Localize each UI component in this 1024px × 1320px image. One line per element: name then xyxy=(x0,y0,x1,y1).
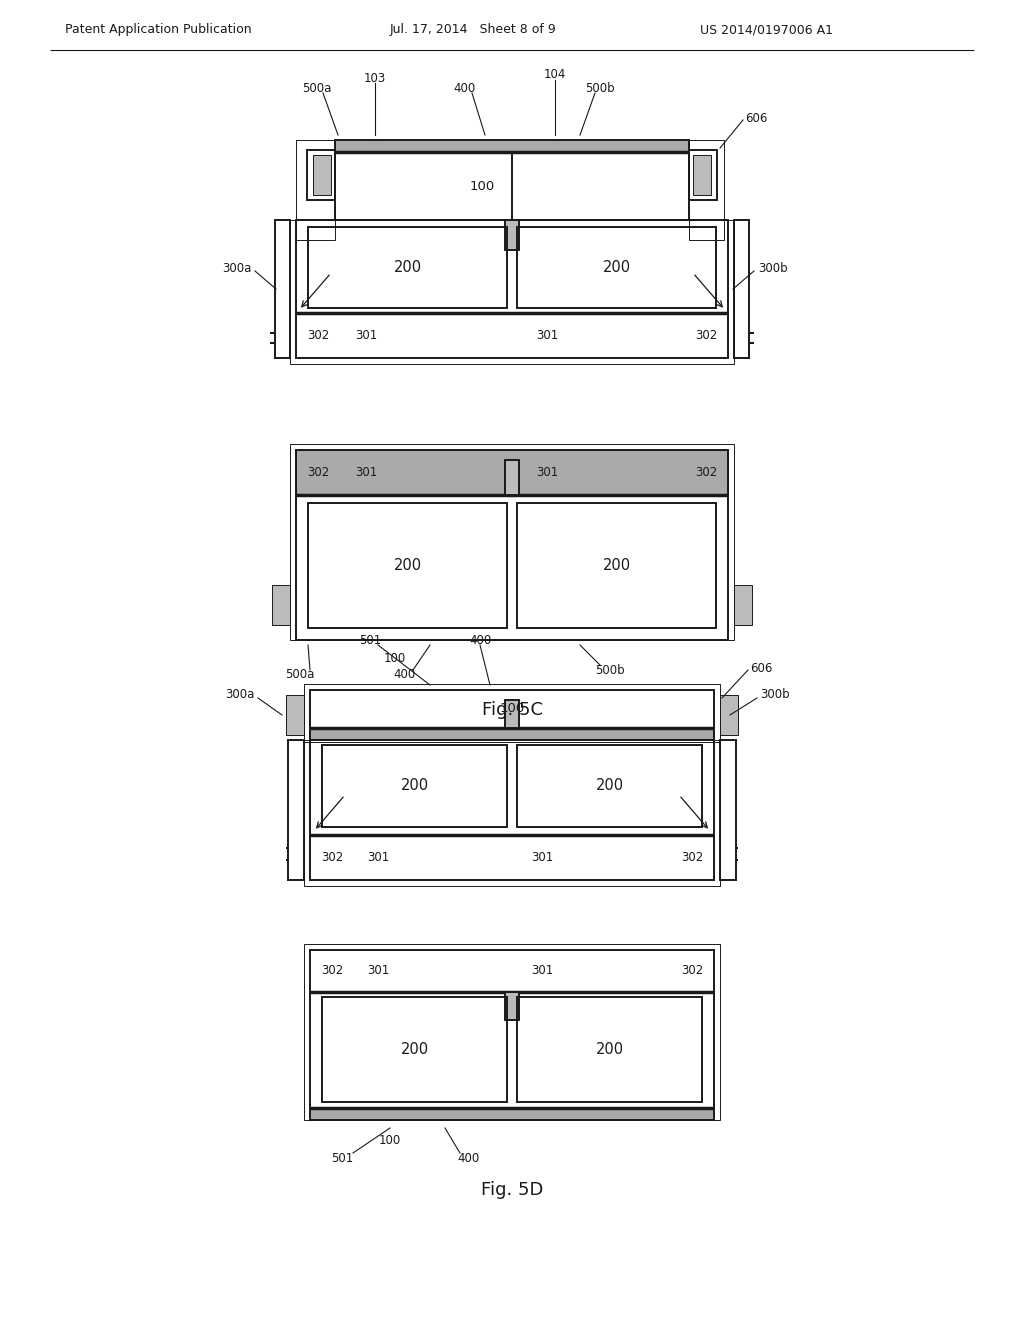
Bar xyxy=(517,227,716,308)
Text: 300a: 300a xyxy=(222,263,252,276)
Text: 200: 200 xyxy=(602,558,631,573)
Text: 400: 400 xyxy=(469,634,492,647)
Text: 301: 301 xyxy=(530,965,553,978)
Bar xyxy=(322,997,507,1102)
Bar xyxy=(296,140,335,240)
Bar xyxy=(288,741,304,880)
Text: 100: 100 xyxy=(379,1134,401,1147)
Text: 300b: 300b xyxy=(758,263,787,276)
Bar xyxy=(296,450,728,640)
Text: 500a: 500a xyxy=(302,82,332,95)
Bar xyxy=(720,741,736,880)
Bar xyxy=(296,220,728,358)
Text: 400: 400 xyxy=(394,668,416,681)
Text: 300a: 300a xyxy=(225,689,255,701)
Bar xyxy=(313,154,331,195)
Text: 301: 301 xyxy=(355,466,377,479)
Text: 302: 302 xyxy=(307,329,329,342)
Bar xyxy=(275,220,290,358)
Bar xyxy=(335,140,689,220)
Text: 200: 200 xyxy=(393,260,422,275)
Text: 400: 400 xyxy=(457,1151,479,1164)
Text: Fig. 5D: Fig. 5D xyxy=(481,1181,543,1199)
Bar xyxy=(310,729,714,741)
Text: 301: 301 xyxy=(367,965,389,978)
Text: 301: 301 xyxy=(536,466,558,479)
Bar xyxy=(310,950,714,1119)
Bar xyxy=(505,459,519,495)
Bar xyxy=(310,1107,714,1119)
Bar xyxy=(335,140,689,152)
Text: 200: 200 xyxy=(393,558,422,573)
Text: 501: 501 xyxy=(358,634,381,647)
Bar xyxy=(307,150,335,201)
Text: 606: 606 xyxy=(745,111,767,124)
Bar xyxy=(290,220,734,364)
Text: 606: 606 xyxy=(750,661,772,675)
Bar xyxy=(689,150,717,201)
Bar xyxy=(734,585,752,624)
Text: 103: 103 xyxy=(364,71,386,84)
Bar xyxy=(505,700,519,729)
Bar xyxy=(517,503,716,628)
Text: 200: 200 xyxy=(595,779,624,793)
Bar xyxy=(296,450,728,495)
Text: 200: 200 xyxy=(400,1041,429,1057)
Text: 200: 200 xyxy=(602,260,631,275)
Text: 301: 301 xyxy=(367,851,389,865)
Bar xyxy=(693,154,711,195)
Text: 300b: 300b xyxy=(760,689,790,701)
Bar xyxy=(689,140,724,240)
Text: 500a: 500a xyxy=(286,668,314,681)
Bar xyxy=(720,696,738,735)
Text: 100: 100 xyxy=(469,180,495,193)
Text: 400: 400 xyxy=(454,82,476,95)
Text: Patent Application Publication: Patent Application Publication xyxy=(65,24,252,37)
Bar xyxy=(304,944,720,1119)
Bar xyxy=(304,741,720,886)
Text: 200: 200 xyxy=(595,1041,624,1057)
Text: 104: 104 xyxy=(544,69,566,82)
Text: 301: 301 xyxy=(530,851,553,865)
Text: Jul. 17, 2014   Sheet 8 of 9: Jul. 17, 2014 Sheet 8 of 9 xyxy=(390,24,557,37)
Text: Fig. 5C: Fig. 5C xyxy=(481,701,543,719)
Bar xyxy=(296,450,728,495)
Bar xyxy=(517,744,702,828)
Text: 501: 501 xyxy=(331,1151,353,1164)
Bar xyxy=(322,744,507,828)
Bar xyxy=(505,220,519,249)
Bar xyxy=(286,696,304,735)
Text: 301: 301 xyxy=(536,329,558,342)
Bar xyxy=(505,993,519,1020)
Bar xyxy=(304,684,720,742)
Bar xyxy=(734,220,749,358)
Bar xyxy=(308,227,507,308)
Bar xyxy=(310,690,714,741)
Text: 302: 302 xyxy=(695,466,717,479)
Bar xyxy=(310,741,714,880)
Bar xyxy=(308,503,507,628)
Text: 302: 302 xyxy=(307,466,329,479)
Bar xyxy=(517,997,702,1102)
Text: US 2014/0197006 A1: US 2014/0197006 A1 xyxy=(700,24,833,37)
Text: 301: 301 xyxy=(355,329,377,342)
Text: 100: 100 xyxy=(384,652,407,664)
Text: 302: 302 xyxy=(695,329,717,342)
Text: 302: 302 xyxy=(321,965,343,978)
Text: 500b: 500b xyxy=(585,82,614,95)
Text: 500b: 500b xyxy=(595,664,625,676)
Bar xyxy=(272,585,290,624)
Text: 302: 302 xyxy=(681,851,703,865)
Text: 100: 100 xyxy=(500,702,524,715)
Text: 302: 302 xyxy=(681,965,703,978)
Text: 200: 200 xyxy=(400,779,429,793)
Text: 302: 302 xyxy=(321,851,343,865)
Bar xyxy=(290,444,734,640)
